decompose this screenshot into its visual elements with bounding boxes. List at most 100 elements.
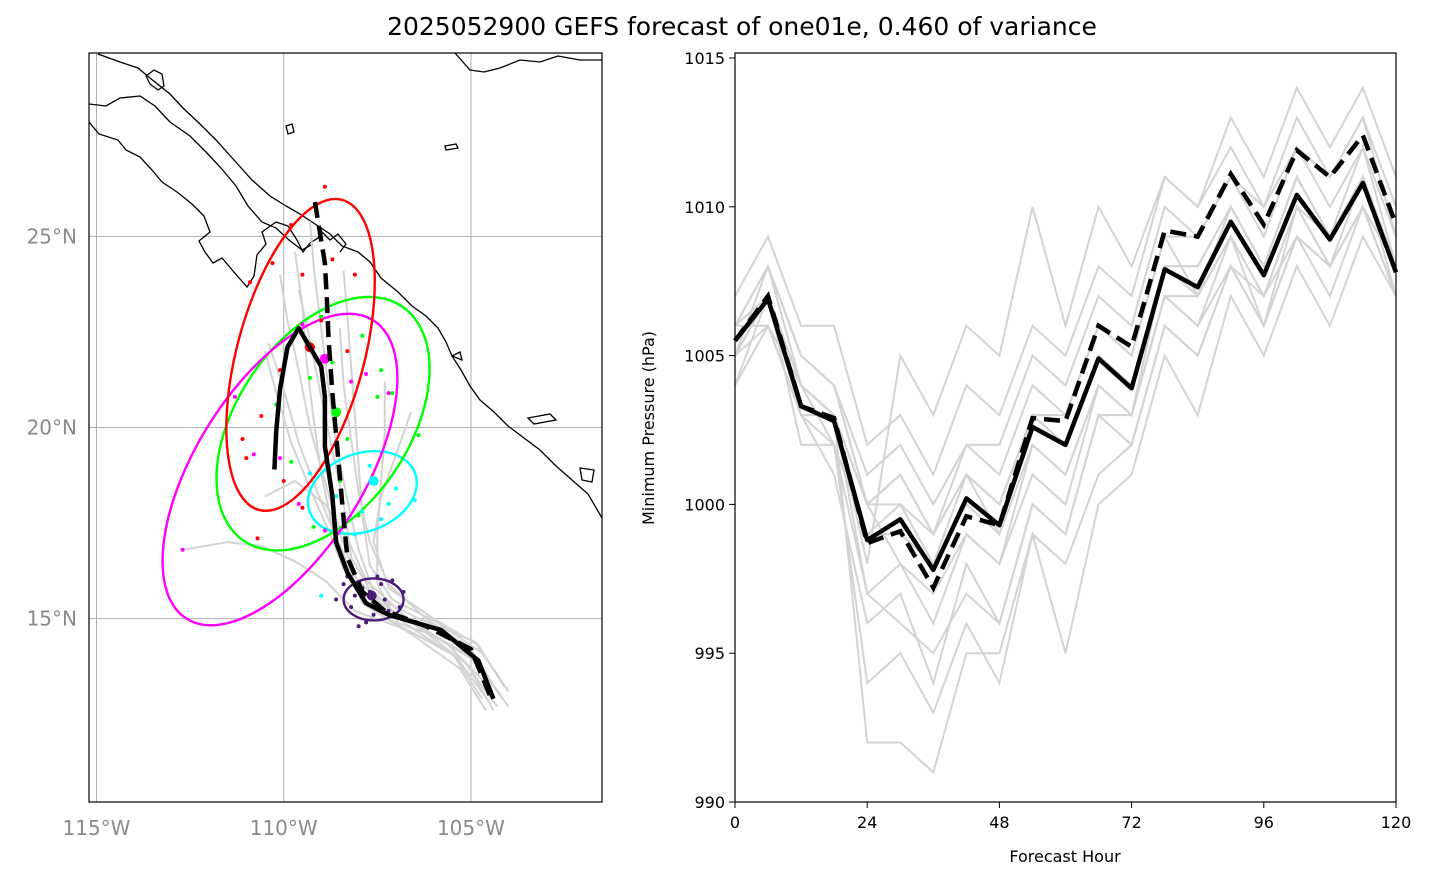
- member-position-2-1: [360, 333, 365, 338]
- mean-position-3: [319, 353, 330, 364]
- member-pressure-line-15: [735, 174, 1397, 537]
- member-position-3-2: [349, 379, 354, 384]
- gulf-island-1: [145, 69, 165, 91]
- offshore-island-2: [579, 467, 595, 483]
- member-position-4-5: [270, 261, 275, 266]
- x-tick-label-2: 48: [989, 813, 1009, 832]
- uncertainty-ellipse-4: [225, 197, 376, 512]
- member-pressure-line-7: [734, 115, 1397, 565]
- control-pressure-line: [733, 130, 1399, 593]
- member-position-2-5: [345, 436, 350, 441]
- y-tick-label-1: 995: [694, 644, 725, 663]
- member-track-2: [342, 270, 510, 692]
- map-gridlines: [89, 53, 602, 802]
- member-position-3-1: [300, 322, 305, 327]
- member-position-2-13: [319, 314, 324, 319]
- map-lon-ticks: 115°W 110°W 105°W: [63, 816, 506, 840]
- map-lon-tick-label-1: 110°W: [250, 816, 318, 840]
- member-position-4-0: [322, 184, 327, 189]
- control-track: [311, 194, 492, 696]
- map-lat-tick-label-0: 15°N: [27, 607, 77, 631]
- uncertainty-ellipses: [161, 197, 431, 627]
- member-position-2-9: [356, 513, 361, 518]
- main-pressure-lines: [733, 130, 1399, 593]
- map-lon-tick-label-2: 105°W: [437, 816, 505, 840]
- member-track-3: [182, 541, 499, 708]
- member-position-2-6: [289, 459, 294, 464]
- member-position-3-9: [364, 372, 369, 376]
- member-position-0-16: [352, 593, 357, 598]
- member-position-1-4: [334, 494, 339, 499]
- gulf-island-3: [444, 143, 459, 151]
- member-track-5: [308, 221, 491, 704]
- pressure-panel: 0 24 48 72 96 120 990 995 1000 1005 1010 1015 Fore…: [639, 49, 1411, 866]
- member-position-0-3: [371, 612, 376, 617]
- y-tick-label-3: 1005: [684, 347, 725, 366]
- member-position-4-8: [345, 349, 350, 354]
- member-position-1-7: [319, 593, 324, 598]
- y-axis-label: Minimum Pressure (hPa): [639, 331, 658, 525]
- member-position-2-12: [379, 368, 384, 373]
- map-lat-tick-label-2: 25°N: [27, 224, 77, 248]
- member-position-1-6: [379, 517, 384, 522]
- main-tracks: [272, 194, 496, 700]
- member-position-4-1: [289, 222, 294, 227]
- member-position-1-1: [412, 498, 417, 503]
- member-position-2-3: [307, 375, 312, 380]
- member-pressure-line-5: [734, 85, 1397, 477]
- map-frame: [88, 52, 603, 803]
- forecast-position-points: [180, 184, 421, 629]
- pressure-y-ticks: 990 995 1000 1005 1010 1015: [684, 49, 735, 812]
- member-pressure-lines: [734, 85, 1397, 775]
- member-position-0-4: [341, 582, 346, 587]
- gulf-island-2: [285, 123, 295, 135]
- baja-west-coast: [89, 121, 311, 289]
- member-position-3-3: [386, 391, 391, 396]
- x-tick-label-1: 24: [857, 813, 877, 832]
- x-tick-label-3: 72: [1121, 813, 1141, 832]
- member-track-10: [338, 328, 499, 692]
- member-position-0-6: [364, 620, 369, 625]
- member-position-3-0: [233, 394, 238, 399]
- member-position-3-7: [322, 528, 327, 533]
- member-position-2-10: [311, 524, 316, 529]
- mean-position-2: [331, 407, 342, 418]
- northern-coast: [454, 53, 602, 73]
- member-position-4-13: [300, 505, 305, 510]
- pressure-frame: [734, 52, 1397, 803]
- uncertainty-ellipse-0: [342, 577, 405, 622]
- y-tick-label-5: 1015: [684, 49, 725, 68]
- member-position-4-15: [240, 436, 245, 441]
- member-position-0-12: [379, 582, 384, 587]
- member-position-4-4: [352, 272, 357, 277]
- member-position-0-8: [334, 597, 339, 602]
- member-track-0: [297, 289, 502, 681]
- offshore-island-1: [526, 413, 558, 425]
- mean-position-0: [366, 590, 377, 601]
- member-position-4-11: [244, 456, 249, 461]
- member-position-1-9: [367, 463, 372, 468]
- member-position-1-8: [352, 532, 357, 537]
- member-position-2-0: [390, 391, 395, 396]
- mean-position-1: [368, 476, 379, 486]
- member-position-1-2: [307, 471, 312, 476]
- member-position-4-3: [300, 272, 305, 277]
- sonora-coast: [97, 53, 602, 519]
- member-pressure-line-14: [734, 204, 1397, 655]
- member-position-0-14: [397, 605, 402, 610]
- member-position-0-10: [401, 589, 406, 594]
- offshore-island-3: [450, 351, 463, 362]
- baja-east-coast: [89, 95, 314, 251]
- y-tick-label-2: 1000: [684, 495, 725, 514]
- member-track-7: [264, 350, 502, 696]
- member-position-2-2: [330, 360, 335, 365]
- uncertainty-ellipse-2: [215, 295, 431, 552]
- member-position-3-8: [251, 452, 256, 457]
- map-lat-ticks: 15°N 20°N 25°N: [27, 224, 77, 630]
- x-tick-label-5: 120: [1381, 813, 1412, 832]
- member-position-4-6: [248, 280, 253, 285]
- member-track-11: [279, 274, 510, 708]
- x-axis-label: Forecast Hour: [1009, 847, 1121, 866]
- member-position-0-0: [349, 605, 354, 610]
